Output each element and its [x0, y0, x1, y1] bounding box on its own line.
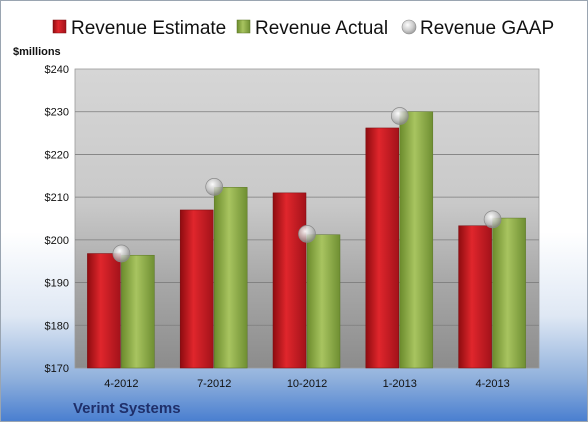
- x-axis-ticks: 4-2012 7-2012 10-2012 1-2013 4-2013: [104, 378, 509, 390]
- y-axis-label: $millions: [13, 46, 61, 58]
- y-axis-ticks: $170 $180 $190 $200 $210 $220 $230 $240: [45, 64, 69, 375]
- y-tick-label: $220: [45, 149, 69, 161]
- y-tick-label: $240: [45, 64, 69, 76]
- legend-item-gaap: Revenue GAAP: [401, 18, 554, 39]
- legend-swatch-estimate: [52, 19, 67, 34]
- bars: [87, 111, 526, 369]
- bar-revenue-actual: [399, 111, 434, 369]
- y-tick-label: $170: [45, 363, 69, 375]
- y-tick-label: $200: [45, 235, 69, 247]
- legend: Revenue Estimate Revenue Actual Revenue …: [52, 18, 554, 39]
- legend-label-gaap: Revenue GAAP: [420, 18, 554, 39]
- x-tick-label: 1-2013: [383, 378, 417, 390]
- gaap-markers: [112, 107, 502, 263]
- y-tick-label: $180: [45, 320, 69, 332]
- y-tick-label: $230: [45, 107, 69, 119]
- bar-revenue-actual: [306, 234, 341, 369]
- y-tick-label: $210: [45, 192, 69, 204]
- bar-revenue-estimate: [272, 192, 307, 369]
- legend-label-estimate: Revenue Estimate: [71, 18, 226, 39]
- x-tick-label: 7-2012: [197, 378, 231, 390]
- bar-revenue-actual: [121, 254, 155, 369]
- marker-revenue-gaap: [112, 244, 131, 263]
- legend-item-estimate: Revenue Estimate: [52, 18, 226, 39]
- marker-revenue-gaap: [205, 178, 224, 196]
- legend-label-actual: Revenue Actual: [255, 18, 388, 39]
- bar-revenue-actual: [492, 217, 526, 369]
- legend-swatch-actual: [236, 19, 251, 34]
- bar-revenue-estimate: [179, 209, 214, 369]
- legend-swatch-gaap: [401, 19, 417, 35]
- x-tick-label: 4-2013: [475, 378, 509, 390]
- company-name: Verint Systems: [73, 400, 181, 417]
- marker-revenue-gaap: [298, 225, 316, 243]
- bar-revenue-estimate: [365, 127, 400, 369]
- x-tick-label: 4-2012: [104, 378, 138, 390]
- bar-revenue-estimate: [87, 253, 121, 369]
- marker-revenue-gaap: [390, 107, 409, 125]
- marker-revenue-gaap: [483, 210, 502, 229]
- y-tick-label: $190: [45, 278, 69, 290]
- bar-revenue-actual: [213, 187, 248, 369]
- x-tick-label: 10-2012: [287, 378, 327, 390]
- legend-item-actual: Revenue Actual: [236, 18, 388, 39]
- bar-revenue-estimate: [458, 225, 492, 369]
